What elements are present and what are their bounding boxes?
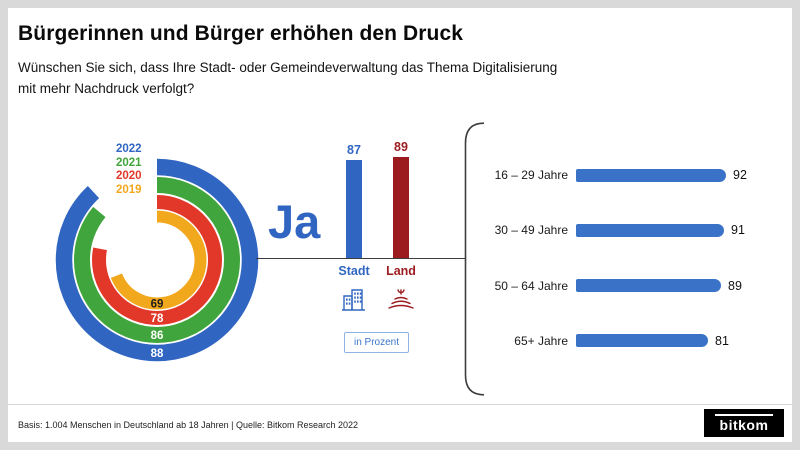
age-value: 92	[733, 168, 747, 182]
stadt-bar	[346, 159, 362, 258]
age-bar	[576, 334, 708, 348]
ring-value-2020: 78	[151, 313, 164, 325]
stadt-bar-value: 87	[347, 142, 361, 157]
legend-2022: 2022	[116, 143, 142, 155]
ring-value-2022: 88	[151, 348, 164, 360]
ring-2019	[107, 210, 207, 310]
age-row-65-plus: 65+ Jahre 81	[480, 334, 748, 348]
donut-rings-svg: 69 78 86 88	[55, 158, 259, 362]
logo-text: bitkom	[719, 416, 769, 433]
stadt-label: Stadt	[338, 264, 370, 278]
age-label: 65+ Jahre	[514, 333, 568, 348]
land-bar	[393, 157, 409, 258]
age-bar	[576, 168, 726, 182]
age-row-16-29: 16 – 29 Jahre 92	[480, 168, 748, 182]
logo-line	[715, 414, 773, 416]
plowed-field-icon	[379, 287, 423, 310]
page-title: Bürgerinnen und Bürger erhöhen den Druck	[18, 22, 464, 45]
donut-legend: 2022 2021 2020 2019	[116, 143, 142, 197]
legend-2019: 2019	[116, 183, 142, 196]
age-row-30-49: 30 – 49 Jahre 91	[480, 223, 748, 237]
age-value: 89	[728, 278, 742, 293]
ring-2022	[55, 158, 259, 362]
age-label: 30 – 49 Jahre	[494, 223, 568, 238]
land-bar-group: 89	[379, 130, 423, 258]
land-label: Land	[386, 264, 416, 278]
unit-label-box: in Prozent	[344, 332, 410, 353]
connector-line	[256, 258, 466, 259]
source-note: Basis: 1.004 Menschen in Deutschland ab …	[18, 420, 359, 430]
age-value: 81	[715, 333, 729, 348]
subtitle-line-2: mit mehr Nachdruck verfolgt?	[18, 80, 195, 96]
age-bar	[576, 279, 721, 293]
bracket	[464, 122, 485, 396]
ring-2021	[74, 177, 240, 343]
footer-divider	[8, 404, 792, 405]
ring-2020	[92, 195, 222, 325]
yearly-donut-chart: 69 78 86 88 2022 2021 2020 2019	[42, 140, 272, 375]
answer-ja-label: Ja	[268, 195, 321, 248]
ring-value-2021: 86	[151, 330, 164, 342]
age-value: 91	[731, 223, 745, 238]
age-label: 16 – 29 Jahre	[494, 168, 568, 182]
page-subtitle: Wünschen Sie sich, dass Ihre Stadt- oder…	[18, 58, 557, 100]
age-row-50-64: 50 – 64 Jahre 89	[480, 279, 748, 293]
age-label: 50 – 64 Jahre	[494, 278, 568, 293]
bitkom-logo: bitkom	[704, 409, 784, 437]
stadt-bar-group: 87	[332, 130, 376, 258]
legend-2021: 2021	[116, 156, 142, 169]
legend-2020: 2020	[116, 170, 142, 182]
age-group-chart: 16 – 29 Jahre 92 30 – 49 Jahre 91 50 – 6…	[480, 168, 748, 348]
subtitle-line-1: Wünschen Sie sich, dass Ihre Stadt- oder…	[18, 60, 558, 75]
ring-value-2019: 69	[151, 299, 164, 311]
land-bar-value: 89	[394, 140, 408, 155]
city-buildings-icon	[332, 287, 376, 312]
age-bar	[576, 223, 724, 237]
